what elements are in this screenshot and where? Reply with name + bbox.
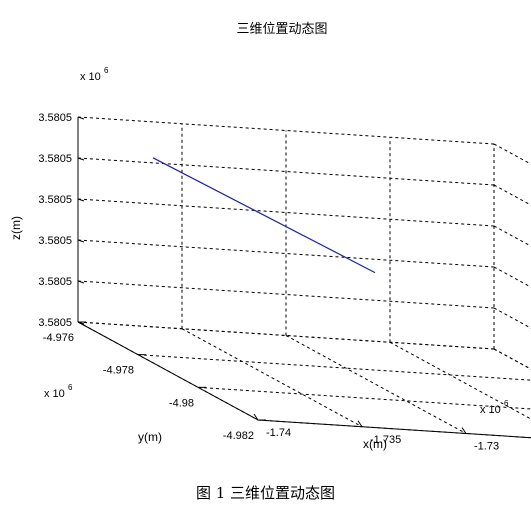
grid-line (493, 143, 531, 165)
x-scale-label: x 10 (480, 404, 501, 416)
z-tick-mark (77, 280, 85, 284)
y-scale-exponent: 6 (68, 383, 73, 392)
x-scale-multiplier: x 10 6 (480, 399, 509, 416)
z-tick-label: 3.5805 (38, 194, 72, 206)
x-axis-label: x(m) (363, 437, 387, 451)
z-tick-mark (77, 198, 85, 202)
z-scale-exponent: 6 (104, 66, 109, 75)
grid-line (493, 348, 531, 370)
x-tick-label: -1.735 (370, 434, 401, 446)
chart-title: 三维位置动态图 (236, 21, 327, 36)
grid-line (181, 328, 363, 428)
y-tick-label: -4.976 (43, 332, 74, 344)
grid-line (285, 335, 467, 434)
z-tick-mark (77, 157, 85, 161)
z-tick-label: 3.5805 (38, 317, 72, 329)
axes-box (77, 116, 531, 439)
x-tick-mark (253, 413, 259, 421)
z-tick-mark (77, 239, 85, 243)
grid-line (493, 184, 531, 206)
y-axis-label: y(m) (138, 430, 162, 444)
z-tick-label: 3.5805 (38, 112, 72, 124)
z-tick-label: 3.5805 (38, 235, 72, 247)
y-tick-label: -4.982 (223, 430, 254, 442)
z-scale-multiplier: x 10 6 (80, 66, 109, 83)
y-tick-label: -4.978 (103, 365, 134, 377)
z-axis-label: z(m) (9, 216, 23, 240)
y-scale-label: x 10 (44, 388, 65, 400)
series-line (152, 157, 376, 274)
grid-line (389, 341, 531, 420)
series-lines (152, 157, 376, 274)
tick-labels: 3.5805 3.5805 3.5805 3.5805 3.5805 3.5805 -4.9… (38, 112, 499, 453)
z-tick-mark (77, 116, 85, 120)
z-tick-label: 3.5805 (38, 153, 72, 165)
grid-line (493, 348, 531, 370)
grid-line (137, 354, 531, 381)
z-tick-label: 3.5805 (38, 276, 72, 288)
x-tick-label: -1.74 (266, 427, 291, 439)
z-scale-label: x 10 (80, 71, 101, 83)
x-tick-mark (357, 420, 363, 428)
x-scale-exponent: 6 (504, 399, 509, 408)
x-tick-mark (461, 427, 467, 434)
y-axis-line (77, 321, 259, 421)
grid-lines (77, 116, 531, 439)
grid-line (493, 266, 531, 288)
figure-caption: 图 1 三维位置动态图 (195, 484, 336, 502)
y-scale-multiplier: x 10 6 (44, 383, 73, 400)
y-tick-label: -4.98 (169, 397, 194, 409)
grid-line (493, 307, 531, 329)
grid-line (493, 225, 531, 247)
x-tick-label: -1.73 (474, 441, 499, 453)
